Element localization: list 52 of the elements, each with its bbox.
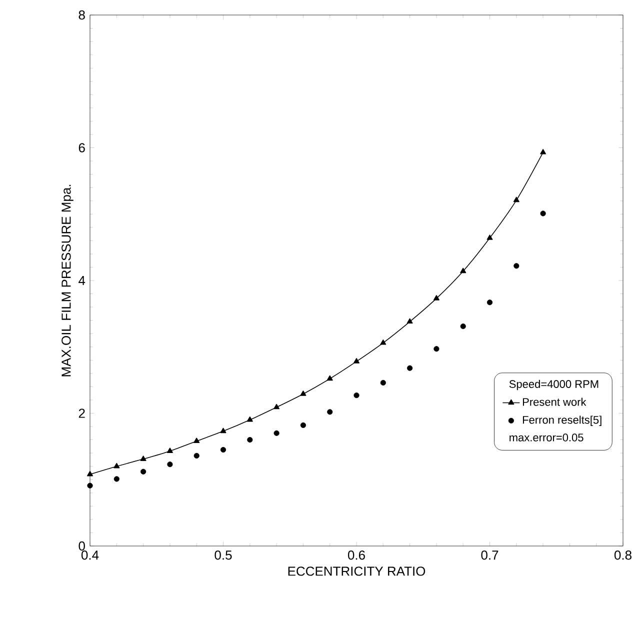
- point: [433, 295, 440, 300]
- annotation: max.error=0.05: [510, 434, 584, 442]
- point: [220, 446, 226, 453]
- x-axis-title: ECCENTRICITY RATIO: [288, 566, 426, 576]
- y-axis-title: MAX.OIL FILM PRESSURE Mpa.: [62, 184, 74, 376]
- point: [114, 476, 120, 482]
- point: [380, 339, 386, 345]
- point: [513, 196, 520, 202]
- point: [327, 409, 333, 415]
- point: [194, 438, 200, 444]
- point: [434, 346, 440, 352]
- point: [300, 422, 306, 428]
- point: [166, 448, 173, 453]
- x-tick-label: 0.5: [214, 550, 232, 560]
- point: [87, 470, 93, 476]
- y-tick-label: 4: [78, 276, 86, 285]
- point: [326, 375, 333, 381]
- legend-label: Ferron reselts[5]: [522, 416, 602, 426]
- point: [114, 462, 120, 468]
- point: [247, 437, 253, 443]
- y-tick-label: 6: [78, 143, 85, 152]
- x-tick-label: 0.7: [481, 550, 498, 560]
- point: [274, 404, 280, 410]
- x-tick-label: 0.4: [81, 550, 99, 560]
- y-tick-label: 2: [78, 408, 85, 418]
- y-tick-label: 8: [78, 10, 85, 20]
- point: [140, 468, 146, 474]
- legend-label: Present work: [522, 398, 586, 406]
- point: [354, 392, 360, 398]
- point: [220, 428, 226, 434]
- y-tick-label: 0: [78, 541, 85, 551]
- point: [514, 263, 520, 269]
- point: [246, 416, 253, 422]
- point: [274, 430, 280, 436]
- legend-title: Speed=4000 RPM: [509, 380, 598, 390]
- point: [140, 456, 146, 461]
- point: [167, 462, 173, 468]
- point: [300, 390, 306, 396]
- point: [460, 268, 466, 274]
- point: [406, 318, 413, 324]
- point: [380, 380, 386, 386]
- x-tick-label: 0.8: [614, 550, 632, 560]
- point: [486, 300, 493, 306]
- point: [194, 452, 200, 459]
- point: [540, 149, 546, 154]
- point: [540, 210, 546, 216]
- point: [354, 358, 360, 364]
- point: [486, 234, 493, 240]
- x-tick-label: 0.6: [348, 550, 365, 560]
- point: [460, 324, 466, 330]
- point: [87, 482, 93, 488]
- point: [407, 365, 413, 371]
